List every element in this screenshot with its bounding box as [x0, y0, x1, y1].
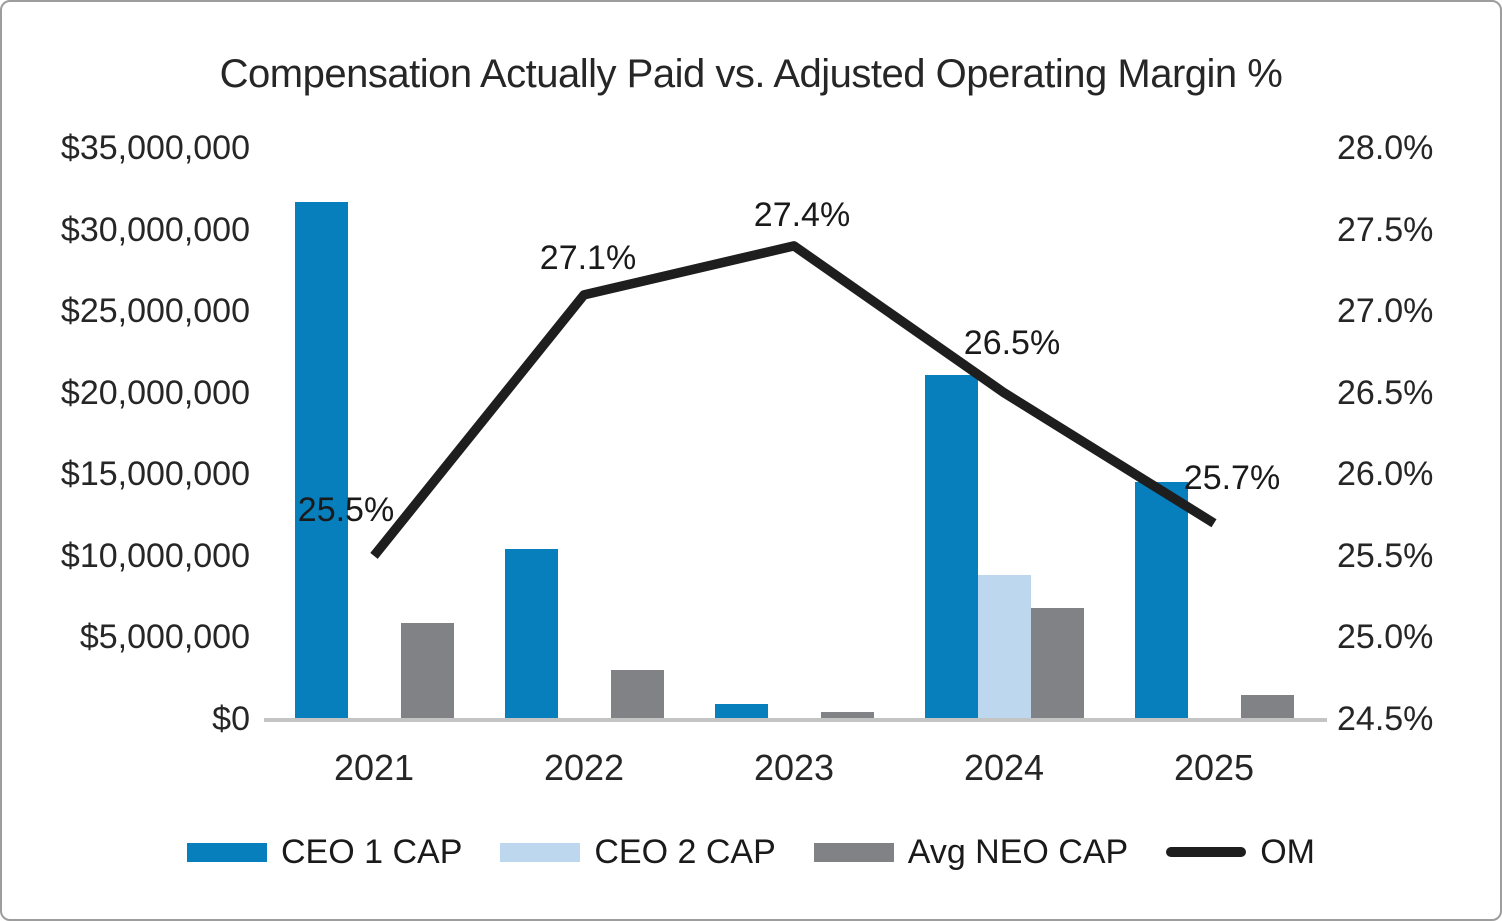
right-axis-tick: 24.5%	[1337, 700, 1434, 738]
left-axis-tick: $15,000,000	[60, 455, 250, 494]
legend: CEO 1 CAP CEO 2 CAP Avg NEO CAP OM	[2, 830, 1500, 874]
om-data-label-2023: 27.4%	[753, 195, 851, 234]
legend-label: OM	[1260, 832, 1315, 871]
x-axis-label-2023: 2023	[753, 747, 835, 788]
bar-avg-neo-cap-2022	[610, 670, 664, 719]
legend-label: CEO 1 CAP	[280, 832, 463, 871]
right-axis-tick: 26.0%	[1337, 455, 1434, 494]
legend-color-swatch	[813, 842, 894, 862]
om-line	[370, 241, 1217, 559]
right-axis-tick: 25.0%	[1337, 618, 1434, 657]
left-axis-tick: $20,000,000	[60, 373, 250, 412]
left-axis-tick: $30,000,000	[60, 210, 250, 249]
left-axis-tick: $10,000,000	[60, 536, 250, 575]
bar-ceo-2-cap-2024	[977, 575, 1031, 719]
right-axis-tick: 28.0%	[1337, 129, 1434, 167]
right-axis-tick: 25.5%	[1337, 536, 1434, 575]
legend-line-swatch	[1166, 847, 1247, 857]
right-axis-tick: 26.5%	[1337, 373, 1434, 412]
right-axis-tick: 27.5%	[1337, 210, 1434, 249]
chart-title: Compensation Actually Paid vs. Adjusted …	[219, 52, 1283, 96]
right-axis-tick: 27.0%	[1337, 292, 1434, 331]
x-axis-label-2025: 2025	[1173, 747, 1255, 788]
left-axis-tick: $25,000,000	[60, 292, 250, 331]
legend-item-om: OM	[1166, 833, 1315, 872]
bar-avg-neo-cap-2025	[1240, 694, 1294, 719]
x-axis-line	[264, 718, 1327, 722]
bar-ceo-1-cap-2024	[924, 374, 978, 719]
x-axis-label-2021: 2021	[333, 747, 415, 788]
bar-ceo-1-cap-2022	[504, 549, 558, 719]
legend-color-swatch	[500, 842, 581, 862]
left-axis-tick: $5,000,000	[79, 618, 250, 657]
x-axis-label-2022: 2022	[543, 747, 625, 788]
legend-item-avg-neo-cap: Avg NEO CAP	[813, 832, 1129, 872]
legend-color-swatch	[186, 842, 267, 862]
bar-ceo-1-cap-2025	[1134, 482, 1188, 719]
legend-label: CEO 2 CAP	[594, 832, 776, 871]
legend-item-ceo-2-cap: CEO 2 CAP	[500, 832, 776, 872]
legend-item-ceo-1-cap: CEO 1 CAP	[186, 832, 463, 872]
om-data-label-2024: 26.5%	[963, 323, 1061, 362]
bar-ceo-1-cap-2023	[714, 704, 768, 719]
left-axis-tick: $35,000,000	[60, 129, 250, 167]
bar-avg-neo-cap-2023	[820, 712, 874, 719]
om-data-label-2021: 25.5%	[297, 490, 395, 529]
x-axis-label-2024: 2024	[963, 747, 1045, 788]
legend-label: Avg NEO CAP	[907, 832, 1129, 871]
bar-avg-neo-cap-2021	[400, 622, 454, 719]
bar-ceo-1-cap-2021	[294, 201, 348, 719]
bar-avg-neo-cap-2024	[1030, 608, 1084, 719]
left-axis-tick: $0	[212, 700, 250, 738]
om-data-label-2022: 27.1%	[539, 238, 637, 277]
om-data-label-2025: 25.7%	[1183, 459, 1281, 498]
